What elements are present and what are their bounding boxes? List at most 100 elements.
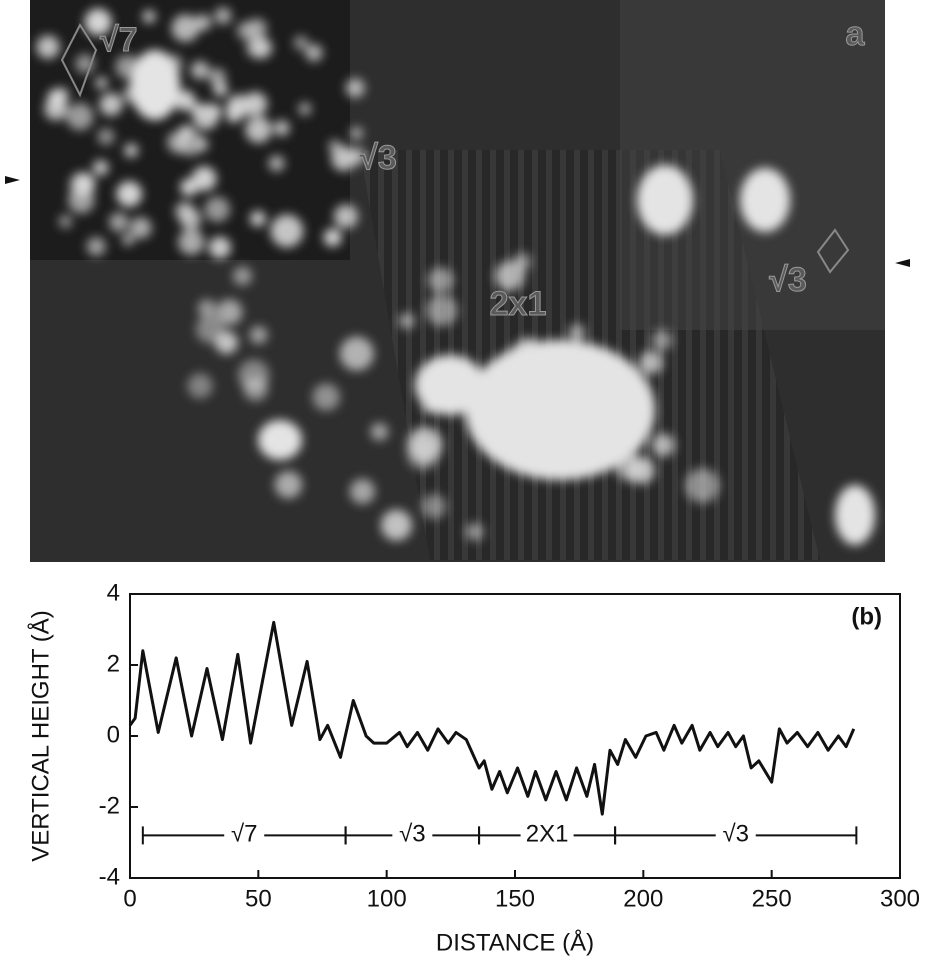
blob [195, 314, 225, 344]
blob [208, 236, 231, 259]
blob [66, 102, 94, 131]
blob [465, 522, 484, 541]
image-label: a [846, 15, 866, 53]
blob [214, 7, 232, 25]
blob [208, 68, 226, 86]
image-label: √3 [769, 261, 807, 299]
blob [258, 420, 302, 460]
blob [142, 10, 156, 24]
blob [740, 168, 790, 232]
blob [233, 266, 252, 286]
blob [238, 359, 270, 391]
y-tick-label: 2 [107, 650, 120, 677]
profile-line [128, 620, 856, 816]
blob [349, 478, 376, 505]
blob [178, 229, 205, 256]
blob [129, 217, 152, 239]
blob [36, 35, 60, 59]
x-tick-label: 250 [752, 885, 792, 912]
blob [835, 485, 875, 545]
x-tick-label: 100 [367, 885, 407, 912]
blob [568, 324, 586, 341]
blob [293, 35, 309, 51]
blob [323, 228, 342, 247]
marker-arrow [5, 176, 20, 184]
y-tick-label: 0 [107, 721, 120, 748]
region-label: √3 [722, 821, 749, 848]
unit-cell-icons [60, 22, 850, 274]
blob [350, 127, 363, 140]
blob [637, 165, 693, 235]
blob [177, 129, 204, 157]
region-label: √3 [399, 821, 426, 848]
blob [425, 294, 458, 327]
blob [339, 336, 374, 371]
blob [345, 78, 365, 98]
blob [99, 92, 123, 116]
y-tick-label: -4 [99, 863, 120, 890]
blob [380, 509, 412, 541]
blob [190, 60, 210, 80]
blob [333, 204, 358, 229]
blob [249, 325, 268, 345]
x-axis-label: DISTANCE (Å) [436, 928, 594, 956]
blob [192, 103, 219, 130]
blob [97, 128, 115, 146]
region-label: 2X1 [526, 821, 569, 848]
blob [179, 208, 202, 231]
blob [427, 267, 454, 293]
stm-image [30, 0, 885, 562]
x-tick-label: 150 [495, 885, 535, 912]
blob [268, 155, 285, 172]
x-tick-label: 50 [245, 885, 272, 912]
blob [174, 90, 196, 111]
x-tick-label: 300 [880, 885, 920, 912]
image-label: 2x1 [490, 285, 547, 323]
blob [130, 50, 180, 120]
x-tick-label: 200 [623, 885, 663, 912]
blob [246, 35, 269, 59]
blob [415, 355, 485, 415]
blob [274, 470, 303, 499]
blob [407, 438, 439, 470]
blob [243, 91, 268, 116]
x-tick-label: 0 [123, 885, 136, 912]
blob [312, 383, 340, 411]
y-tick-label: -2 [99, 792, 120, 819]
blob [124, 143, 139, 158]
region-label: √7 [231, 821, 258, 848]
blob [465, 340, 655, 480]
blob [116, 181, 143, 207]
marker-arrow [895, 259, 910, 267]
panel-label: (b) [851, 603, 882, 630]
blob [270, 214, 304, 248]
blob [108, 212, 129, 232]
blob [685, 468, 720, 503]
blob [273, 120, 290, 136]
blob [226, 109, 241, 123]
blob [95, 76, 108, 90]
blob [494, 261, 525, 291]
blob [245, 116, 272, 143]
blob [58, 214, 73, 229]
blob [121, 233, 135, 246]
blob [216, 299, 243, 326]
blob [651, 329, 673, 351]
blob [651, 433, 675, 457]
y-tick-label: 4 [107, 579, 120, 606]
blob [92, 159, 109, 176]
image-label: √7 [100, 21, 138, 59]
blob [305, 44, 323, 62]
blob [171, 14, 200, 42]
blob [627, 456, 655, 485]
blob [47, 88, 67, 109]
blob [86, 236, 106, 257]
image-label: √3 [359, 139, 397, 177]
blob [73, 173, 95, 195]
blob [421, 494, 447, 519]
blob [348, 147, 367, 165]
y-axis-label: VERTICAL HEIGHT (Å) [26, 610, 54, 862]
blob [191, 166, 217, 191]
blob [298, 102, 312, 116]
